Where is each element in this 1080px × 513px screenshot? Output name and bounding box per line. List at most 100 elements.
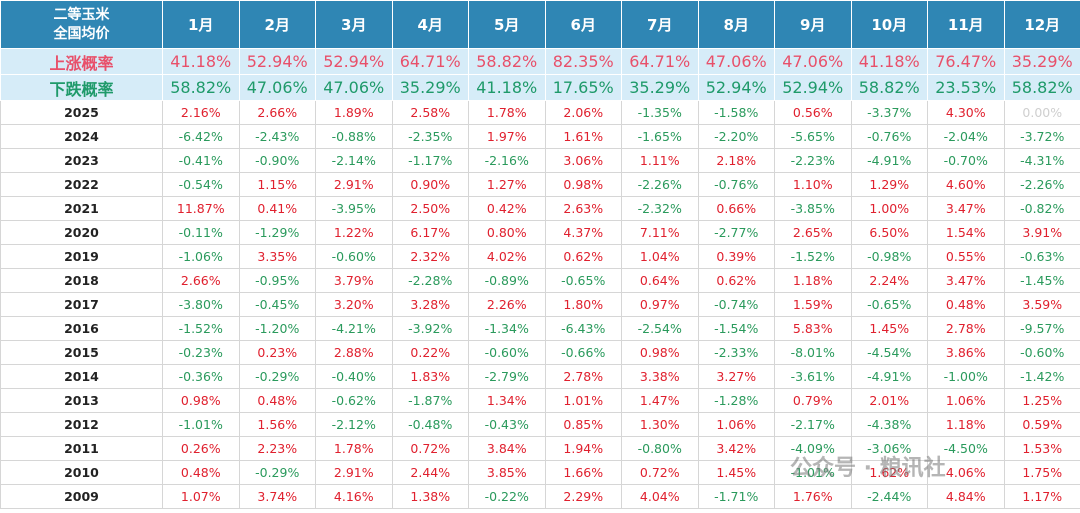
value-cell: -0.62% xyxy=(315,388,393,413)
value-cell: 0.62% xyxy=(697,268,775,293)
value-cell: -6.42% xyxy=(162,124,240,149)
value-cell: -0.95% xyxy=(238,268,316,293)
value-cell: 4.16% xyxy=(315,484,393,509)
value-cell: 1.45% xyxy=(697,460,775,485)
year-cell: 2013 xyxy=(0,388,163,413)
value-cell: 0.39% xyxy=(697,244,775,269)
year-row: 2011 0.26% 2.23% 1.78% 0.72% 3.84% 1.94% -0.80%… xyxy=(0,436,1080,461)
value-cell: -1.29% xyxy=(238,220,316,245)
value-cell: 1.75% xyxy=(1003,460,1080,485)
probability-cell: 35.29% xyxy=(621,74,699,101)
value-cell: 0.64% xyxy=(621,268,699,293)
value-cell: -0.40% xyxy=(315,364,393,389)
value-cell: 2.18% xyxy=(697,148,775,173)
value-cell: -1.52% xyxy=(774,244,852,269)
value-cell: -1.34% xyxy=(468,316,546,341)
value-cell: -1.00% xyxy=(927,364,1005,389)
year-cell: 2019 xyxy=(0,244,163,269)
probability-cell: 52.94% xyxy=(774,74,852,101)
probability-cell: 41.18% xyxy=(162,48,240,75)
value-cell: 2.23% xyxy=(238,436,316,461)
value-cell: 6.50% xyxy=(850,220,928,245)
value-cell: 4.30% xyxy=(927,100,1005,125)
value-cell: 0.79% xyxy=(774,388,852,413)
probability-cell: 41.18% xyxy=(850,48,928,75)
probability-cell: 58.82% xyxy=(468,48,546,75)
value-cell: 0.98% xyxy=(162,388,240,413)
value-cell: 3.85% xyxy=(468,460,546,485)
value-cell: -2.04% xyxy=(927,124,1005,149)
year-row: 2009 1.07% 3.74% 4.16% 1.38% -0.22% 2.29% 4.04%… xyxy=(0,484,1080,509)
value-cell: -4.21% xyxy=(315,316,393,341)
probability-cell: 23.53% xyxy=(927,74,1005,101)
value-cell: -2.54% xyxy=(621,316,699,341)
value-cell: 2.24% xyxy=(850,268,928,293)
value-cell: 1.62% xyxy=(850,460,928,485)
probability-cell: 64.71% xyxy=(391,48,469,75)
value-cell: -4.31% xyxy=(1003,148,1080,173)
value-cell: 2.50% xyxy=(391,196,469,221)
value-cell: -2.77% xyxy=(697,220,775,245)
probability-cell: 35.29% xyxy=(391,74,469,101)
value-cell: 0.48% xyxy=(927,292,1005,317)
month-header: 5月 xyxy=(468,0,546,49)
value-cell: -2.23% xyxy=(774,148,852,173)
value-cell: -1.45% xyxy=(1003,268,1080,293)
value-cell: 0.48% xyxy=(162,460,240,485)
value-cell: -1.52% xyxy=(162,316,240,341)
value-cell: 7.11% xyxy=(621,220,699,245)
value-cell: 0.97% xyxy=(621,292,699,317)
value-cell: 0.26% xyxy=(162,436,240,461)
value-cell: 1.18% xyxy=(927,412,1005,437)
year-row: 2017 -3.80% -0.45% 3.20% 3.28% 2.26% 1.80% 0.97… xyxy=(0,292,1080,317)
value-cell: 0.42% xyxy=(468,196,546,221)
year-row: 2019 -1.06% 3.35% -0.60% 2.32% 4.02% 0.62% 1.04… xyxy=(0,244,1080,269)
value-cell: 1.94% xyxy=(544,436,622,461)
value-cell: 1.29% xyxy=(850,172,928,197)
year-row: 2022 -0.54% 1.15% 2.91% 0.90% 1.27% 0.98% -2.26… xyxy=(0,172,1080,197)
year-cell: 2020 xyxy=(0,220,163,245)
value-cell: 0.23% xyxy=(238,340,316,365)
probability-cell: 41.18% xyxy=(468,74,546,101)
value-cell: 2.01% xyxy=(850,388,928,413)
value-cell: 2.29% xyxy=(544,484,622,509)
value-cell: -4.09% xyxy=(774,436,852,461)
value-cell: -0.23% xyxy=(162,340,240,365)
value-cell: 1.89% xyxy=(315,100,393,125)
year-cell: 2009 xyxy=(0,484,163,509)
value-cell: -1.20% xyxy=(238,316,316,341)
month-header: 4月 xyxy=(391,0,469,49)
value-cell: -0.41% xyxy=(162,148,240,173)
value-cell: 0.98% xyxy=(544,172,622,197)
probability-cell: 76.47% xyxy=(927,48,1005,75)
value-cell: -0.82% xyxy=(1003,196,1080,221)
probability-cell: 58.82% xyxy=(1003,74,1080,101)
probability-cell: 47.06% xyxy=(315,74,393,101)
value-cell: -2.44% xyxy=(850,484,928,509)
value-cell: -6.43% xyxy=(544,316,622,341)
value-cell: -2.16% xyxy=(468,148,546,173)
value-cell: -8.01% xyxy=(774,340,852,365)
value-cell: 2.65% xyxy=(774,220,852,245)
month-header: 2月 xyxy=(238,0,316,49)
year-row: 2013 0.98% 0.48% -0.62% -1.87% 1.34% 1.01% 1.47… xyxy=(0,388,1080,413)
value-cell: -0.90% xyxy=(238,148,316,173)
row-label: 下跌概率 xyxy=(0,74,163,101)
value-cell: 0.90% xyxy=(391,172,469,197)
probability-cell: 52.94% xyxy=(315,48,393,75)
probability-row: 上涨概率 41.18% 52.94% 52.94% 64.71% 58.82% 82.35%… xyxy=(0,48,1080,75)
value-cell: 2.78% xyxy=(927,316,1005,341)
value-cell: -1.71% xyxy=(697,484,775,509)
value-cell: -2.26% xyxy=(621,172,699,197)
value-cell: 0.55% xyxy=(927,244,1005,269)
value-cell: 3.20% xyxy=(315,292,393,317)
month-header: 9月 xyxy=(774,0,852,49)
value-cell: 1.01% xyxy=(544,388,622,413)
value-cell: 1.45% xyxy=(850,316,928,341)
value-cell: 1.80% xyxy=(544,292,622,317)
value-cell: 1.17% xyxy=(1003,484,1080,509)
probability-cell: 82.35% xyxy=(544,48,622,75)
value-cell: 1.07% xyxy=(162,484,240,509)
value-cell: -2.14% xyxy=(315,148,393,173)
